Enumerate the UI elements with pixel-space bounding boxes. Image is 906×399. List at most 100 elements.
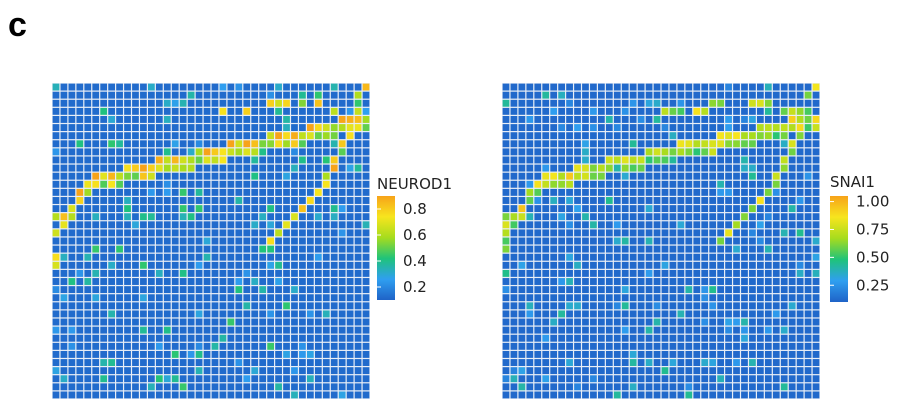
heatmap-cell xyxy=(330,188,338,196)
heatmap-cell xyxy=(299,140,306,148)
heatmap-cell xyxy=(534,99,542,107)
heatmap-cell xyxy=(749,278,756,285)
heatmap-cell xyxy=(526,180,534,188)
heatmap-cell xyxy=(645,116,653,123)
heatmap-cell xyxy=(291,107,298,115)
heatmap-cell xyxy=(621,229,629,237)
heatmap-cell xyxy=(92,294,100,302)
heatmap-cell xyxy=(566,172,573,180)
heatmap-cell xyxy=(733,269,740,277)
heatmap-cell xyxy=(243,278,251,285)
heatmap-cell xyxy=(518,391,526,399)
heatmap-cell xyxy=(227,229,235,237)
heatmap-cell xyxy=(275,318,282,326)
heatmap-cell xyxy=(518,164,526,172)
heatmap-cell xyxy=(629,116,637,123)
heatmap-cell xyxy=(645,391,653,399)
heatmap-cell xyxy=(307,302,314,310)
heatmap-cell xyxy=(108,367,115,375)
heatmap-cell xyxy=(693,310,701,318)
heatmap-cell xyxy=(314,172,322,180)
heatmap-cell xyxy=(685,318,693,326)
heatmap-cell xyxy=(693,116,701,123)
heatmap-cell xyxy=(100,148,108,156)
heatmap-cell xyxy=(346,140,354,148)
heatmap-cell xyxy=(788,261,796,269)
heatmap-cell xyxy=(299,294,306,302)
heatmap-cell xyxy=(307,140,314,148)
heatmap-cell xyxy=(60,180,68,188)
heatmap-cell xyxy=(661,350,669,358)
heatmap-cell xyxy=(219,375,227,383)
heatmap-cell xyxy=(116,253,123,261)
heatmap-cell xyxy=(84,310,92,318)
heatmap-cell xyxy=(582,132,589,140)
heatmap-cell xyxy=(804,116,812,123)
heatmap-cell xyxy=(60,132,68,140)
heatmap-cell xyxy=(148,180,155,188)
heatmap-cell xyxy=(203,107,211,115)
heatmap-cell xyxy=(598,124,605,132)
heatmap-cell xyxy=(605,318,613,326)
heatmap-cell xyxy=(741,310,748,318)
heatmap-cell xyxy=(590,221,597,229)
heatmap-cell xyxy=(685,140,693,148)
heatmap-cell xyxy=(362,391,370,399)
heatmap-cell xyxy=(709,350,717,358)
heatmap-cell xyxy=(148,391,155,399)
heatmap-cell xyxy=(307,180,314,188)
heatmap-cell xyxy=(346,334,354,342)
heatmap-cell xyxy=(100,310,108,318)
heatmap-cell xyxy=(235,229,243,237)
heatmap-cell xyxy=(621,302,629,310)
heatmap-cell xyxy=(804,286,812,294)
heatmap-cell xyxy=(717,294,724,302)
heatmap-cell xyxy=(283,148,290,156)
heatmap-cell xyxy=(275,391,282,399)
heatmap-cell xyxy=(211,132,219,140)
heatmap-cell xyxy=(362,197,370,204)
heatmap-cell xyxy=(725,286,732,294)
heatmap-cell xyxy=(291,383,298,391)
heatmap-cell xyxy=(757,286,764,294)
heatmap-cell xyxy=(338,107,346,115)
heatmap-cell xyxy=(717,350,724,358)
heatmap-cell xyxy=(163,326,171,334)
heatmap-cell xyxy=(550,132,558,140)
heatmap-cell xyxy=(76,156,84,164)
heatmap-cell xyxy=(140,391,147,399)
heatmap-cell xyxy=(203,180,211,188)
heatmap-cell xyxy=(725,116,732,123)
heatmap-cell xyxy=(124,91,131,99)
heatmap-cell xyxy=(346,350,354,358)
heatmap-cell xyxy=(235,334,243,342)
heatmap-cell xyxy=(685,116,693,123)
heatmap-cell xyxy=(558,269,565,277)
heatmap-cell xyxy=(187,132,195,140)
heatmap-cell xyxy=(733,132,740,140)
heatmap-cell xyxy=(677,116,685,123)
heatmap-cell xyxy=(330,213,338,221)
heatmap-cell xyxy=(661,213,669,221)
heatmap-cell xyxy=(621,269,629,277)
heatmap-cell xyxy=(307,261,314,269)
heatmap-cell xyxy=(637,359,645,366)
heatmap-cell xyxy=(796,375,804,383)
heatmap-cell xyxy=(613,205,621,213)
heatmap-cell xyxy=(307,350,314,358)
heatmap-cell xyxy=(148,188,155,196)
heatmap-cell xyxy=(140,334,147,342)
heatmap-cell xyxy=(267,326,274,334)
heatmap-cell xyxy=(76,253,84,261)
heatmap-cell xyxy=(637,156,645,164)
heatmap-cell xyxy=(605,148,613,156)
heatmap-cell xyxy=(100,375,108,383)
heatmap-cell xyxy=(526,391,534,399)
heatmap-cell xyxy=(661,302,669,310)
heatmap-cell xyxy=(116,350,123,358)
heatmap-cell xyxy=(542,391,550,399)
heatmap-cell xyxy=(338,286,346,294)
heatmap-cell xyxy=(709,302,717,310)
heatmap-cell xyxy=(195,148,203,156)
